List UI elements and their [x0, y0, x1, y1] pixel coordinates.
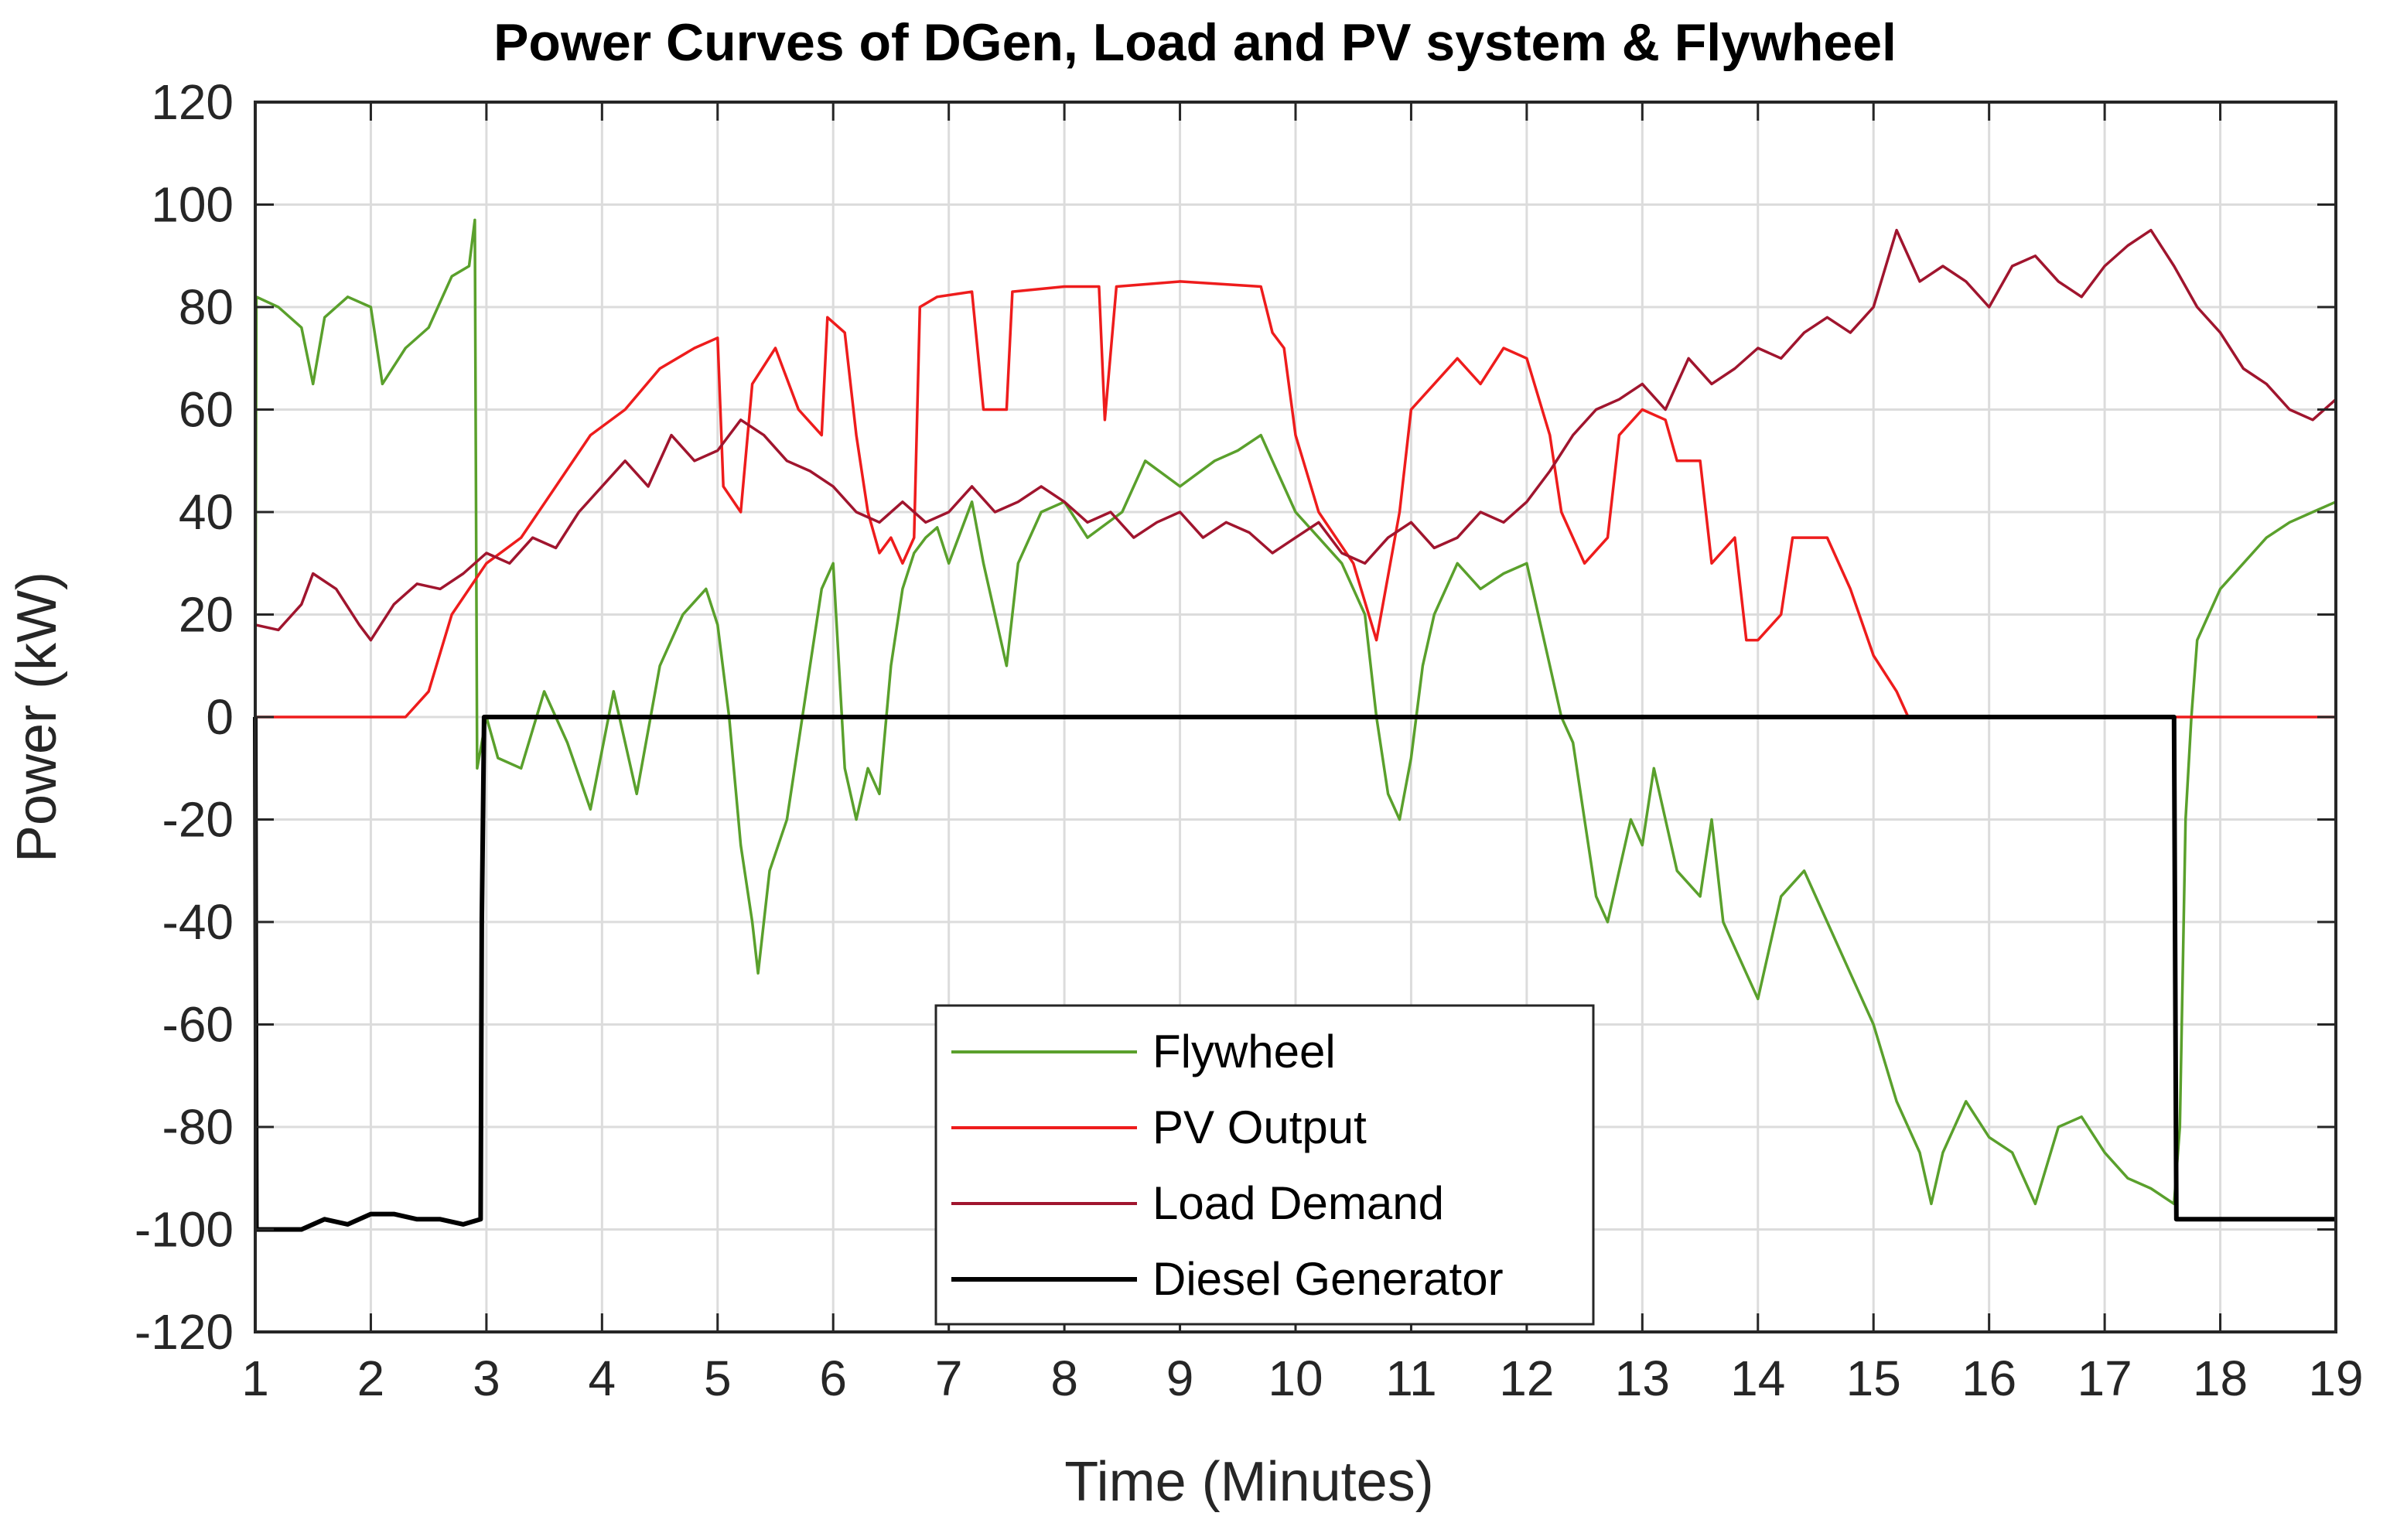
y-tick-label: 40 [179, 484, 234, 540]
series-line-pv-output [255, 280, 2336, 719]
y-tick-label: -60 [162, 997, 234, 1053]
x-tick-label: 1 [241, 1350, 269, 1406]
x-tick-label: 8 [1050, 1350, 1078, 1406]
x-tick-label: 12 [1499, 1350, 1554, 1406]
legend-box [934, 1004, 1595, 1326]
x-tick-label: 9 [1166, 1350, 1194, 1406]
y-axis-ticks: -120 -100 -80 -60 -40 -20 0 20 40 60 80 100 120 [135, 74, 2336, 1360]
y-tick-label: 20 [179, 587, 234, 643]
y-tick-label: 60 [179, 382, 234, 438]
series-lines [253, 218, 2337, 1232]
chart-title: Power Curves of DGen, Load and PV system… [493, 13, 1897, 72]
x-tick-label: 5 [704, 1350, 732, 1406]
legend-label-flywheel: Flywheel [1152, 1026, 1336, 1077]
legend-label-pv-output: PV Output [1152, 1101, 1367, 1153]
y-tick-label: -40 [162, 894, 234, 950]
x-tick-label: 2 [357, 1350, 385, 1406]
y-tick-label: 0 [206, 689, 234, 745]
series-line-load-demand [254, 228, 2337, 642]
x-tick-label: 4 [589, 1350, 616, 1406]
legend-label-load-demand: Load Demand [1152, 1177, 1444, 1229]
x-axis-ticks: 1 2 3 4 5 6 7 8 9 10 11 12 13 14 15 16 17 18 19 [241, 102, 2364, 1406]
x-tick-label: 6 [819, 1350, 847, 1406]
legend-entries: Flywheel PV Output Load Demand Diesel Gener… [951, 1026, 1504, 1305]
x-tick-label: 18 [2193, 1350, 2248, 1406]
x-tick-label: 13 [1615, 1350, 1670, 1406]
series-line-diesel-generator [253, 715, 2336, 1232]
y-tick-label: 80 [179, 279, 234, 335]
x-tick-label: 3 [473, 1350, 500, 1406]
y-tick-label: -120 [135, 1304, 234, 1360]
y-tick-label: 120 [151, 74, 234, 130]
y-tick-label: 100 [151, 177, 234, 233]
legend-label-diesel-generator: Diesel Generator [1152, 1253, 1504, 1305]
x-tick-label: 19 [2308, 1350, 2363, 1406]
x-tick-label: 7 [935, 1350, 963, 1406]
x-tick-label: 15 [1846, 1350, 1901, 1406]
x-tick-label: 11 [1385, 1350, 1436, 1406]
y-tick-label: -80 [162, 1099, 234, 1155]
y-tick-label: -20 [162, 792, 234, 848]
x-tick-label: 16 [1962, 1350, 2016, 1406]
y-axis-label: Power (kW) [6, 572, 68, 862]
x-tick-label: 14 [1730, 1350, 1785, 1406]
x-axis-label: Time (Minutes) [1064, 1451, 1433, 1513]
x-tick-label: 10 [1268, 1350, 1323, 1406]
series-line-flywheel [254, 218, 2337, 1206]
y-tick-label: -100 [135, 1202, 234, 1258]
legend: Flywheel PV Output Load Demand Diesel Gener… [934, 1004, 1595, 1326]
x-tick-label: 17 [2078, 1350, 2132, 1406]
